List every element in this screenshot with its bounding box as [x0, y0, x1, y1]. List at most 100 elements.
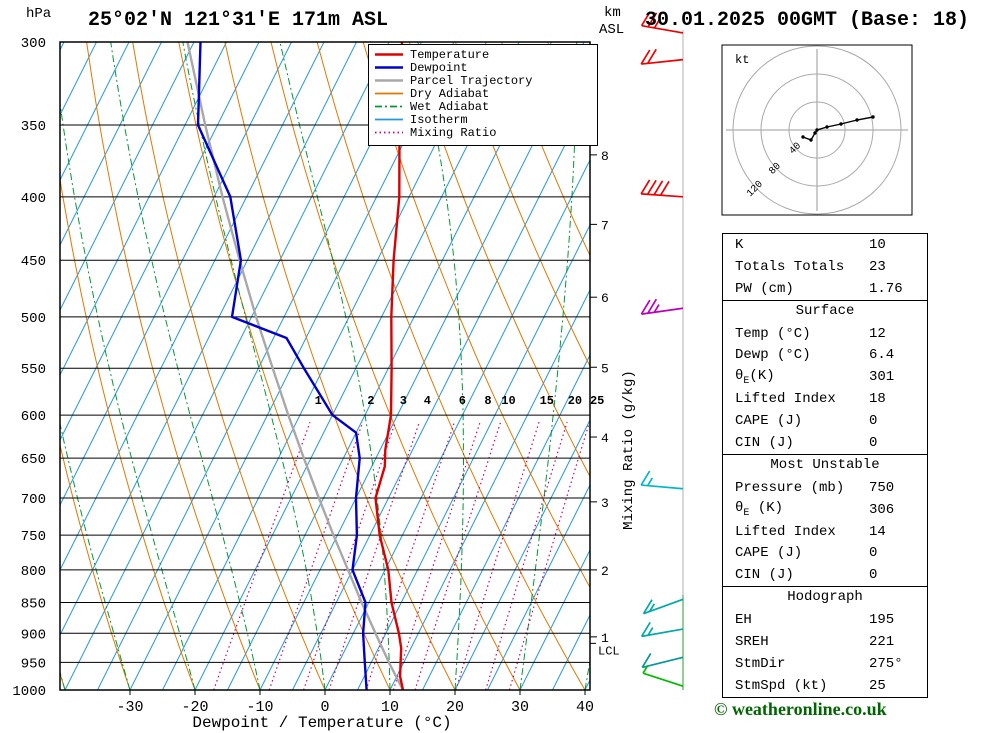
stat-value: 25	[869, 677, 886, 694]
stat-label: Temp (°C)	[735, 325, 811, 342]
mixing-ratio-label: 15	[540, 394, 554, 408]
datetime-title: 30.01.2025 00GMT (Base: 18)	[645, 9, 970, 32]
temp-tick-label: 10	[381, 699, 399, 716]
stat-row: Dewp (°C) 6.4	[723, 344, 927, 366]
lcl-label: LCL	[598, 644, 620, 658]
legend-label: Isotherm	[410, 112, 468, 127]
stat-row: θE(K) 301	[723, 366, 927, 388]
legend-item: Isotherm	[374, 113, 597, 126]
km-tick-label: 1	[601, 631, 609, 646]
wind-barb-column	[640, 11, 684, 690]
dewpoint-curve	[196, 42, 368, 690]
stat-label: θE(K)	[735, 367, 775, 387]
temp-tick-label: 0	[320, 699, 329, 716]
stat-value: 275°	[869, 655, 903, 672]
wind-barb	[640, 298, 684, 315]
pressure-tick-label: 300	[21, 36, 46, 52]
mixing-ratio-label: 2	[367, 394, 374, 408]
pressure-tick-label: 600	[21, 409, 46, 425]
chart-legend: Temperature Dewpoint Parcel Trajectory Dry …	[368, 44, 598, 146]
temperature-curve	[374, 42, 405, 690]
temp-tick-label: -30	[116, 699, 143, 716]
parcel-curve	[186, 42, 405, 690]
stat-row: Lifted Index 18	[723, 388, 927, 410]
axis-labels: hPa3003504004505005506006507007508008509…	[12, 5, 637, 732]
stat-row: CIN (J) 0	[723, 432, 927, 454]
stat-row: CAPE (J) 0	[723, 410, 927, 432]
wind-barb	[640, 11, 684, 34]
legend-item: Wet Adiabat	[374, 100, 597, 113]
temperature-legend-line	[375, 53, 403, 56]
legend-item: Parcel Trajectory	[374, 74, 597, 87]
legend-label: Mixing Ratio	[410, 125, 497, 140]
km-tick-label: 5	[601, 361, 609, 376]
pressure-tick-label: 750	[21, 529, 46, 545]
stat-label: Dewp (°C)	[735, 347, 811, 364]
legend-label: Parcel Trajectory	[410, 73, 533, 88]
stat-value: 0	[869, 567, 878, 584]
copyright-text: © weatheronline.co.uk	[714, 699, 887, 719]
km-unit-label: km	[604, 5, 621, 21]
stat-value: 221	[869, 633, 895, 650]
asl-unit-label: ASL	[599, 22, 624, 38]
stat-row: PW (cm) 1.76	[723, 278, 927, 300]
stat-row: EH 195	[723, 609, 927, 631]
stat-label: EH	[735, 612, 752, 629]
stat-label: StmDir	[735, 655, 786, 672]
pressure-tick-label: 550	[21, 362, 46, 378]
pressure-tick-label: 700	[21, 492, 46, 508]
stat-value: 750	[869, 479, 895, 496]
stat-label: CIN (J)	[735, 567, 794, 584]
pressure-tick-label: 900	[21, 627, 46, 643]
indices-table: K 10 Totals Totals 23 PW (cm) 1.76 Surface Temp…	[722, 233, 928, 698]
stat-row: θE (K) 306	[723, 499, 927, 521]
stat-row: CIN (J) 0	[723, 564, 927, 586]
pressure-tick-label: 1000	[12, 684, 46, 700]
temp-tick-label: -10	[246, 699, 273, 716]
stat-label: CIN (J)	[735, 434, 794, 451]
mixing-ratio-label: 1	[315, 394, 322, 408]
stat-row: Pressure (mb) 750	[723, 477, 927, 499]
station-title: 25°02'N 121°31'E 171m ASL	[88, 9, 389, 32]
mixing_ratio-legend-line	[375, 131, 403, 134]
legend-item: Mixing Ratio	[374, 126, 597, 139]
mixing-ratio-labels: 1 2 3 4 6 8 10 15 20 25	[315, 394, 605, 408]
stat-label: PW (cm)	[735, 280, 794, 297]
stat-value: 12	[869, 325, 886, 342]
stat-row: CAPE (J) 0	[723, 542, 927, 564]
temp-tick-label: 30	[511, 699, 529, 716]
km-tick-label: 8	[601, 149, 609, 164]
stat-label: Totals Totals	[735, 258, 845, 275]
stat-value: 0	[869, 434, 878, 451]
stat-value: 1.76	[869, 280, 903, 297]
pressure-tick-label: 350	[21, 119, 46, 135]
legend-item: Dewpoint	[374, 61, 597, 74]
legend-item: Temperature	[374, 48, 597, 61]
stat-label: StmSpd (kt)	[735, 677, 828, 694]
wind-barb	[640, 621, 684, 638]
stat-value: 6.4	[869, 347, 895, 364]
table-section-header: Hodograph	[723, 586, 927, 609]
wind-barb	[640, 48, 684, 65]
hodograph-unit-label: kt	[735, 53, 749, 67]
mixing-axis-label: Mixing Ratio (g/kg)	[621, 370, 637, 530]
wet_adiabat-legend-line	[375, 105, 403, 108]
dry_adiabat-legend-line	[375, 92, 403, 95]
stat-row: Lifted Index 14	[723, 521, 927, 543]
pressure-tick-label: 850	[21, 597, 46, 613]
temp-tick-label: 40	[576, 699, 594, 716]
stat-row: StmDir 275°	[723, 653, 927, 675]
stat-label: Pressure (mb)	[735, 479, 845, 496]
x-axis-title: Dewpoint / Temperature (°C)	[192, 714, 451, 732]
stat-label: CAPE (J)	[735, 545, 803, 562]
stat-label: θE (K)	[735, 500, 784, 520]
table-section-header: Most Unstable	[723, 453, 927, 477]
stat-value: 0	[869, 413, 878, 430]
pressure-tick-label: 650	[21, 452, 46, 468]
stat-label: Lifted Index	[735, 391, 836, 408]
stat-label: K	[735, 236, 744, 253]
legend-item: Dry Adiabat	[374, 87, 597, 100]
